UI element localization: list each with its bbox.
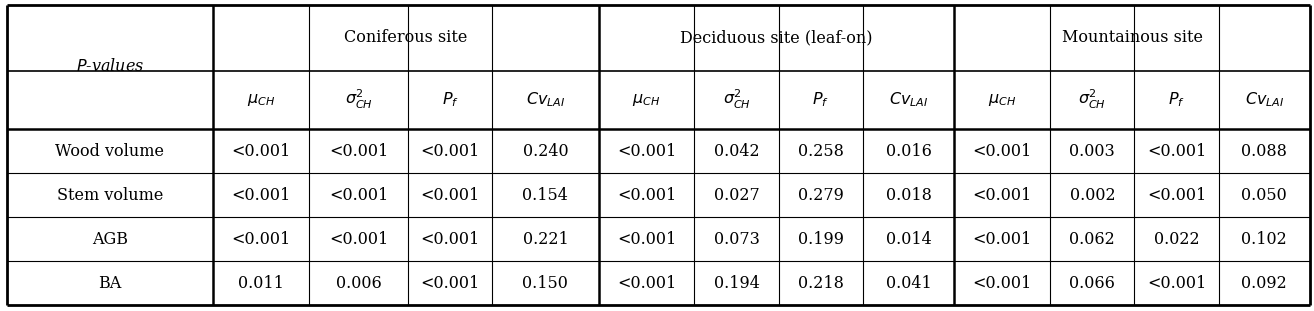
Text: $Cv_{LAI}$: $Cv_{LAI}$ (526, 91, 565, 109)
Text: 0.041: 0.041 (886, 275, 932, 292)
Text: <0.001: <0.001 (616, 275, 677, 292)
Text: Deciduous site (leaf-on): Deciduous site (leaf-on) (681, 29, 872, 46)
Text: 0.022: 0.022 (1154, 231, 1200, 248)
Text: 0.018: 0.018 (886, 187, 932, 204)
Text: 0.240: 0.240 (523, 143, 568, 160)
Text: 0.218: 0.218 (798, 275, 844, 292)
Text: 0.066: 0.066 (1070, 275, 1116, 292)
Text: <0.001: <0.001 (420, 187, 480, 204)
Text: <0.001: <0.001 (616, 143, 677, 160)
Text: 0.092: 0.092 (1242, 275, 1288, 292)
Text: 0.027: 0.027 (714, 187, 759, 204)
Text: <0.001: <0.001 (231, 187, 290, 204)
Text: <0.001: <0.001 (972, 275, 1031, 292)
Text: $Cv_{LAI}$: $Cv_{LAI}$ (888, 91, 928, 109)
Text: $P_f$: $P_f$ (442, 91, 459, 109)
Text: 0.102: 0.102 (1242, 231, 1288, 248)
Text: AGB: AGB (92, 231, 127, 248)
Text: 0.154: 0.154 (523, 187, 569, 204)
Text: 0.258: 0.258 (798, 143, 844, 160)
Text: $P_f$: $P_f$ (812, 91, 829, 109)
Text: <0.001: <0.001 (1147, 275, 1206, 292)
Text: $Cv_{LAI}$: $Cv_{LAI}$ (1244, 91, 1284, 109)
Text: <0.001: <0.001 (328, 231, 388, 248)
Text: $\sigma^2_{CH}$: $\sigma^2_{CH}$ (344, 88, 373, 111)
Text: Wood volume: Wood volume (55, 143, 164, 160)
Text: <0.001: <0.001 (231, 143, 290, 160)
Text: 0.221: 0.221 (523, 231, 568, 248)
Text: $\sigma^2_{CH}$: $\sigma^2_{CH}$ (723, 88, 750, 111)
Text: <0.001: <0.001 (972, 143, 1031, 160)
Text: 0.002: 0.002 (1070, 187, 1116, 204)
Text: <0.001: <0.001 (420, 143, 480, 160)
Text: <0.001: <0.001 (972, 187, 1031, 204)
Text: 0.042: 0.042 (714, 143, 759, 160)
Text: <0.001: <0.001 (616, 231, 677, 248)
Text: 0.006: 0.006 (336, 275, 381, 292)
Text: <0.001: <0.001 (231, 231, 290, 248)
Text: Mountainous site: Mountainous site (1062, 29, 1202, 46)
Text: 0.073: 0.073 (714, 231, 759, 248)
Text: <0.001: <0.001 (328, 143, 388, 160)
Text: Coniferous site: Coniferous site (344, 29, 468, 46)
Text: $\mu_{CH}$: $\mu_{CH}$ (632, 91, 661, 108)
Text: $\sigma^2_{CH}$: $\sigma^2_{CH}$ (1079, 88, 1106, 111)
Text: <0.001: <0.001 (972, 231, 1031, 248)
Text: <0.001: <0.001 (420, 231, 480, 248)
Text: BA: BA (99, 275, 121, 292)
Text: <0.001: <0.001 (328, 187, 388, 204)
Text: <0.001: <0.001 (420, 275, 480, 292)
Text: 0.014: 0.014 (886, 231, 932, 248)
Text: 0.279: 0.279 (798, 187, 844, 204)
Text: 0.150: 0.150 (523, 275, 569, 292)
Text: $\mu_{CH}$: $\mu_{CH}$ (988, 91, 1017, 108)
Text: 0.194: 0.194 (714, 275, 759, 292)
Text: $P$-values: $P$-values (76, 58, 145, 75)
Text: <0.001: <0.001 (1147, 143, 1206, 160)
Text: 0.088: 0.088 (1242, 143, 1288, 160)
Text: 0.003: 0.003 (1070, 143, 1116, 160)
Text: $P_f$: $P_f$ (1168, 91, 1185, 109)
Text: 0.016: 0.016 (886, 143, 932, 160)
Text: <0.001: <0.001 (616, 187, 677, 204)
Text: Stem volume: Stem volume (57, 187, 163, 204)
Text: 0.050: 0.050 (1242, 187, 1288, 204)
Text: <0.001: <0.001 (1147, 187, 1206, 204)
Text: 0.062: 0.062 (1070, 231, 1116, 248)
Text: $\mu_{CH}$: $\mu_{CH}$ (247, 91, 276, 108)
Text: 0.199: 0.199 (798, 231, 844, 248)
Text: 0.011: 0.011 (238, 275, 284, 292)
